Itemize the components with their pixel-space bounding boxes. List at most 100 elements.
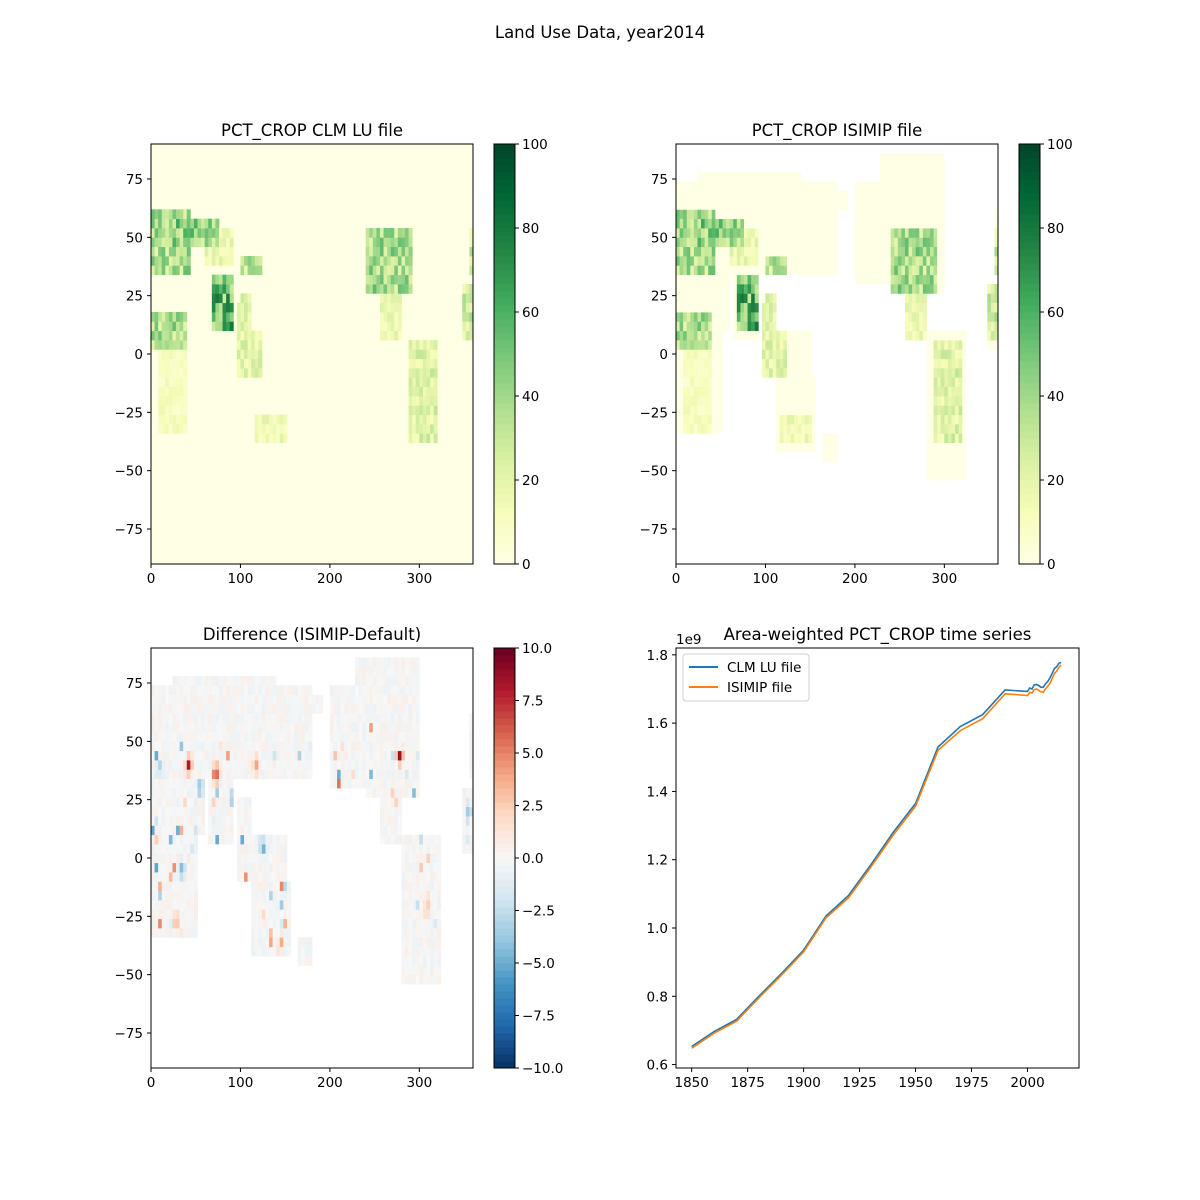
heatmap-cell [226, 237, 231, 248]
heatmap-cell [401, 713, 406, 724]
heatmap-cell [679, 321, 684, 332]
heatmap-cell [890, 274, 895, 285]
heatmap-cell [294, 685, 299, 696]
heatmap-cell [304, 713, 309, 724]
heatmap-cell [276, 834, 281, 845]
heatmap-cell [394, 806, 399, 817]
colorbar-segment [494, 662, 515, 670]
heatmap-cell [304, 769, 309, 780]
heatmap-cell [865, 237, 870, 248]
heatmap-cell [165, 797, 170, 808]
heatmap-cell [711, 274, 716, 285]
heatmap-cell [862, 274, 867, 285]
heatmap-cell [286, 918, 291, 929]
heatmap-cell [937, 396, 942, 406]
heatmap-cell [679, 396, 684, 406]
heatmap-cell [412, 834, 417, 845]
heatmap-cell [269, 685, 274, 696]
heatmap-cell [408, 750, 413, 761]
heatmap-cell [904, 256, 909, 266]
heatmap-cell [161, 694, 166, 705]
heatmap-cell [186, 228, 191, 238]
heatmap-cell [387, 797, 392, 808]
heatmap-cell [751, 237, 756, 248]
heatmap-cell [412, 881, 417, 892]
heatmap-cell [894, 162, 899, 173]
heatmap-cell [718, 190, 723, 201]
heatmap-cell [740, 209, 745, 220]
heatmap-cell [754, 330, 759, 341]
heatmap-cell [751, 256, 756, 266]
heatmap-cell [165, 228, 170, 238]
heatmap-cell [715, 181, 720, 192]
heatmap-cell [726, 200, 731, 210]
heatmap-cell [190, 872, 195, 882]
heatmap-cell [779, 377, 784, 388]
colorbar-segment [1019, 165, 1040, 173]
heatmap-cell [897, 246, 902, 257]
heatmap-cell [765, 246, 770, 257]
heatmap-cell [676, 386, 680, 397]
heatmap-cell [736, 293, 741, 304]
heatmap-cell [801, 414, 806, 425]
heatmap-cell [172, 377, 177, 388]
heatmap-cell [283, 918, 288, 929]
heatmap-cell [387, 732, 392, 742]
heatmap-cell [365, 788, 370, 798]
heatmap-cell [308, 722, 313, 733]
heatmap-cell [754, 190, 759, 201]
heatmap-cell [272, 862, 277, 873]
heatmap-cell [858, 218, 863, 229]
heatmap-cell [430, 890, 435, 901]
heatmap-cell [151, 788, 155, 798]
heatmap-cell [151, 890, 155, 901]
heatmap-cell [901, 181, 906, 192]
heatmap-cell [383, 797, 388, 808]
heatmap-cell [708, 293, 713, 304]
heatmap-cell [301, 937, 306, 948]
heatmap-cell [208, 704, 213, 714]
heatmap-cell [161, 321, 166, 332]
heatmap-cell [412, 713, 417, 724]
heatmap-cell [176, 704, 181, 714]
heatmap-cell [690, 246, 695, 257]
heatmap-cell [872, 209, 877, 220]
heatmap-cell [783, 181, 788, 192]
heatmap-cell [430, 349, 435, 360]
heatmap-cell [151, 246, 155, 257]
heatmap-cell [718, 274, 723, 285]
heatmap-cell [908, 284, 913, 294]
heatmap-cell [919, 256, 924, 266]
colorbar-segment [1019, 522, 1040, 530]
colorbar-tick-label: 80 [1047, 221, 1064, 237]
heatmap-cell [362, 685, 367, 696]
heatmap-cell [811, 405, 816, 416]
heatmap-cell [415, 834, 420, 845]
heatmap-cell [826, 181, 831, 192]
heatmap-cell [401, 788, 406, 798]
heatmap-cell [697, 190, 702, 201]
heatmap-cell [990, 293, 995, 304]
heatmap-cell [747, 284, 752, 294]
heatmap-cell [254, 918, 259, 929]
colorbar-segment [494, 879, 515, 887]
heatmap-cell [179, 732, 184, 742]
heatmap-cell [697, 377, 702, 388]
heatmap-cell [254, 340, 259, 350]
heatmap-cell [329, 732, 334, 742]
heatmap-cell [829, 228, 834, 238]
heatmap-cell [726, 190, 731, 201]
heatmap-cell [369, 722, 374, 733]
heatmap-cell [387, 694, 392, 705]
heatmap-cell [765, 293, 770, 304]
heatmap-cell [711, 424, 716, 434]
heatmap-cell [236, 732, 241, 742]
heatmap-cell [176, 228, 181, 238]
heatmap-cell [297, 750, 302, 761]
heatmap-cell [701, 321, 706, 332]
heatmap-cell [879, 246, 884, 257]
heatmap-cell [233, 769, 238, 780]
heatmap-cell [426, 928, 431, 938]
heatmap-cell [401, 890, 406, 901]
heatmap-cell [686, 228, 691, 238]
